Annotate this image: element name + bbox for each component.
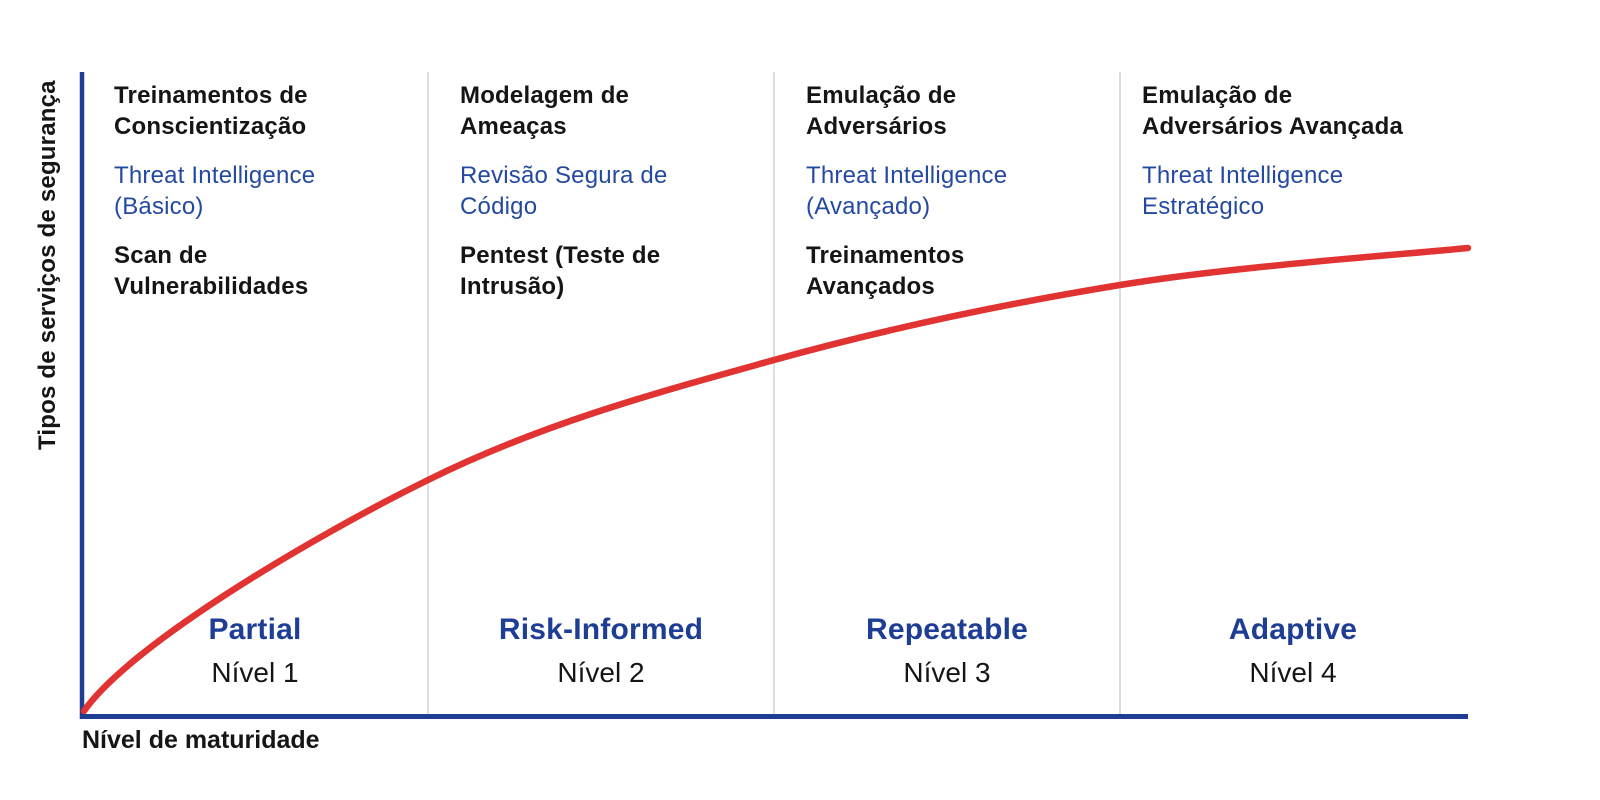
- column-services-level-3: Emulação de Adversários Threat Intellige…: [806, 80, 1111, 320]
- column-services-level-1: Treinamentos de Conscientização Threat I…: [114, 80, 419, 320]
- y-axis-label: Tipos de serviços de segurança: [34, 80, 61, 450]
- column-services-level-2: Modelagem de Ameaças Revisão Segura de C…: [460, 80, 765, 320]
- service-item: Revisão Segura de Código: [460, 162, 668, 220]
- service-item: Threat Intelligence (Avançado): [806, 162, 1008, 220]
- maturity-label: Repeatable: [865, 613, 1029, 646]
- service-item: Modelagem de Ameaças: [460, 82, 630, 140]
- maturity-label: Risk-Informed: [498, 613, 704, 646]
- service-item: Treinamentos Avançados: [806, 242, 965, 300]
- maturity-label: Adaptive: [1228, 613, 1358, 646]
- level-label: Nível 4: [1249, 657, 1337, 688]
- level-label: Nível 2: [557, 657, 645, 688]
- column-footer-level-3: Repeatable Nível 3: [774, 608, 1120, 694]
- level-label: Nível 3: [903, 657, 991, 688]
- service-item: Pentest (Teste de Intrusão): [460, 242, 661, 300]
- column-footer-level-1: Partial Nível 1: [82, 608, 428, 694]
- maturity-label: Partial: [208, 613, 302, 646]
- x-axis-label: Nível de maturidade: [82, 726, 320, 754]
- column-footer-level-4: Adaptive Nível 4: [1120, 608, 1466, 694]
- column-services-level-4: Emulação de Adversários Avançada Threat …: [1142, 80, 1447, 240]
- service-item: Scan de Vulnerabilidades: [114, 242, 309, 300]
- service-item: Threat Intelligence (Básico): [114, 162, 316, 220]
- column-footer-level-2: Risk-Informed Nível 2: [428, 608, 774, 694]
- maturity-curve-line: [80, 244, 1472, 715]
- service-item: Emulação de Adversários Avançada: [1142, 82, 1404, 140]
- level-label: Nível 1: [211, 657, 299, 688]
- service-item: Emulação de Adversários: [806, 82, 957, 140]
- service-item: Treinamentos de Conscientização: [114, 82, 308, 140]
- service-item: Threat Intelligence Estratégico: [1142, 162, 1344, 220]
